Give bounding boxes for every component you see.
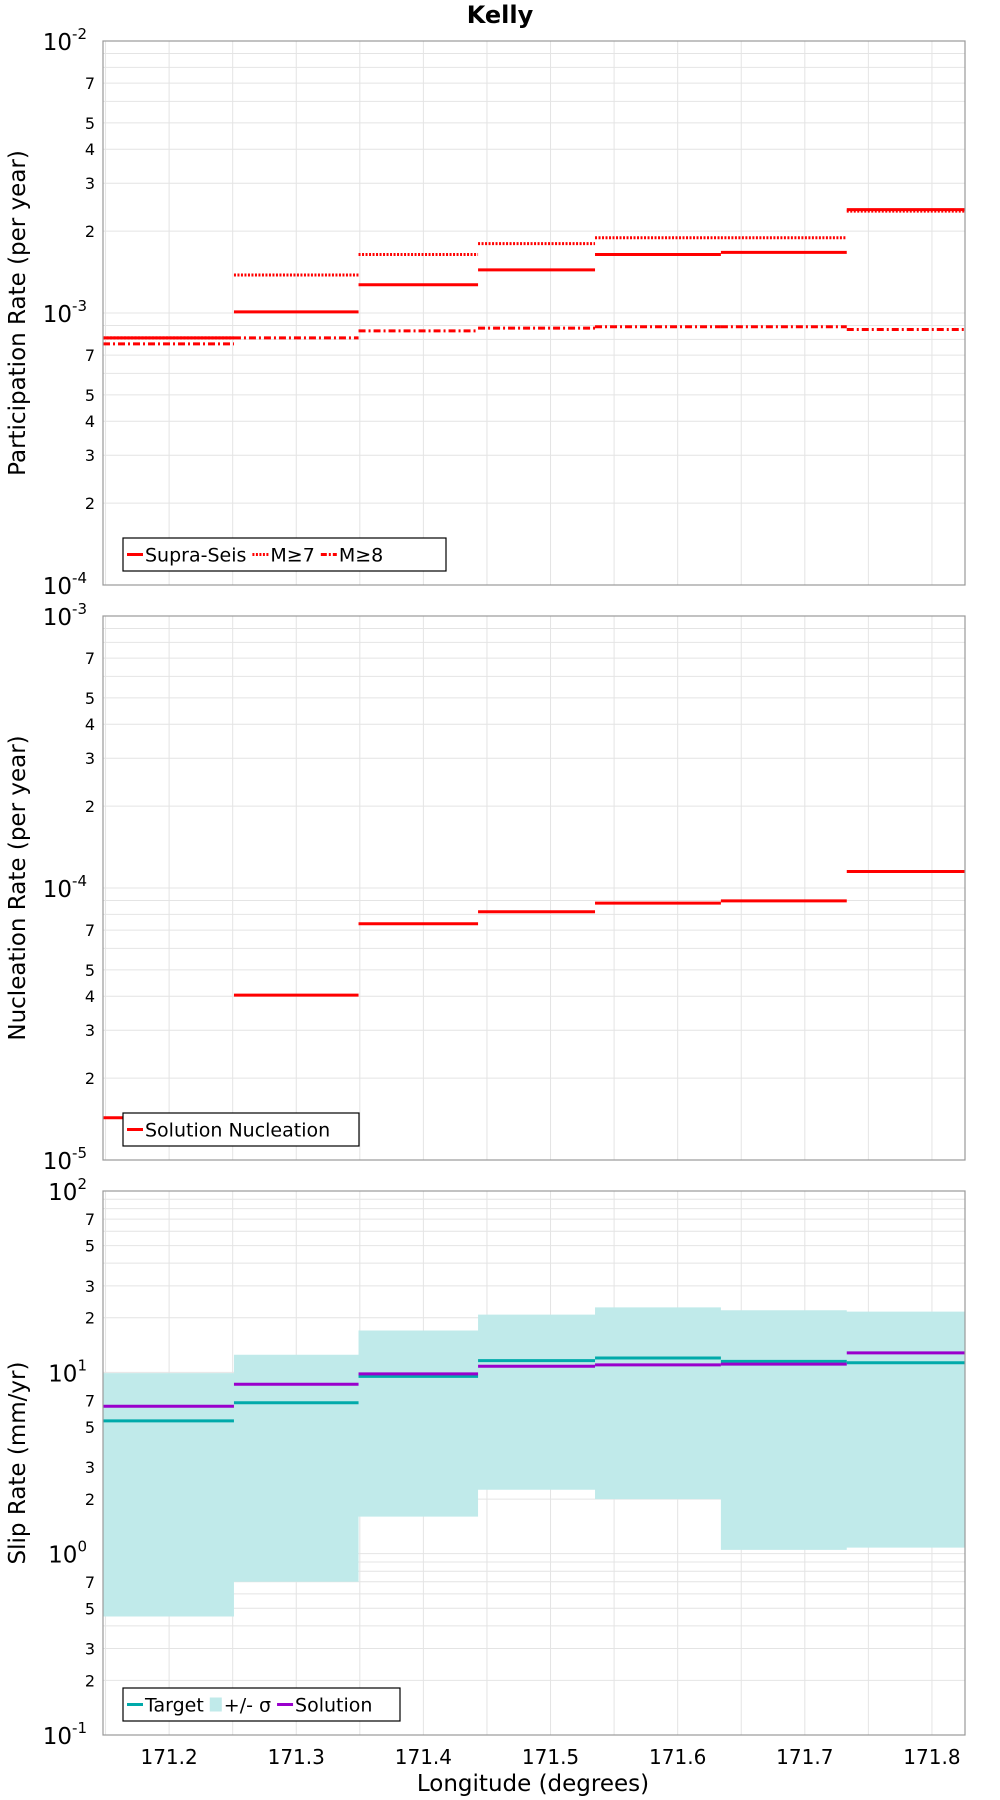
y-minor-tick-label: 5 <box>85 961 95 980</box>
y-minor-tick-label: 7 <box>85 1391 95 1410</box>
y-minor-tick-label: 5 <box>85 1599 95 1618</box>
y-minor-tick-label: 3 <box>85 1458 95 1477</box>
panel-1: 10-2 10-3 10-4 7 5 4 3 2 7 5 4 3 2 Participation Rate… <box>5 25 966 600</box>
panel-2: 10-3 10-4 10-5 7 5 4 3 2 7 5 4 3 2 Nucleation Rate (p… <box>5 600 966 1175</box>
y-minor-tick-label: 3 <box>85 1639 95 1658</box>
y-minor-tick-label: 3 <box>85 749 95 768</box>
legend-label: M≥8 <box>339 545 383 567</box>
y-major-tick-label: 10-2 <box>43 25 87 56</box>
legend-label: Target <box>144 1695 204 1717</box>
legend-box <box>122 1687 401 1722</box>
legend: Supra-Seis M≥7 M≥8 <box>122 537 447 572</box>
series-group <box>103 208 965 346</box>
legend-label: M≥7 <box>270 545 314 567</box>
plot-frame <box>102 40 966 586</box>
y-minor-tick-label: 3 <box>85 1277 95 1296</box>
y-minor-tick-label: 4 <box>85 715 95 734</box>
plot-frame <box>102 1190 966 1736</box>
y-minor-tick-label: 7 <box>85 1573 95 1592</box>
x-tick-label: 171.6 <box>649 1745 706 1769</box>
y-minor-tick-label: 3 <box>85 174 95 193</box>
y-axis-label: Slip Rate (mm/yr) <box>5 1362 31 1565</box>
grid-lines <box>103 616 965 1161</box>
legend-label: Supra-Seis <box>145 545 246 567</box>
y-minor-tick-label: 5 <box>85 689 95 708</box>
y-major-tick-label: 10-3 <box>43 297 87 328</box>
y-minor-tick-label: 7 <box>85 1210 95 1229</box>
y-minor-tick-label: 7 <box>85 346 95 365</box>
chart-title: Kelly <box>467 1 534 29</box>
y-minor-tick-label: 2 <box>85 1309 95 1328</box>
x-tick-labels: 171.2 171.3 171.4 171.5 171.6 171.7 171.8 <box>140 1745 960 1769</box>
y-major-tick-label: 10-3 <box>43 600 87 631</box>
y-minor-tick-label: 2 <box>85 1490 95 1509</box>
legend-label: +/- σ <box>224 1695 271 1717</box>
x-tick-label: 171.7 <box>776 1745 833 1769</box>
y-minor-tick-label: 2 <box>85 1671 95 1690</box>
y-minor-tick-label: 3 <box>85 1021 95 1040</box>
x-tick-label: 171.5 <box>522 1745 579 1769</box>
y-minor-tick-label: 4 <box>85 140 95 159</box>
y-axis-label: Participation Rate (per year) <box>5 150 31 476</box>
legend-label: Solution Nucleation <box>145 1120 330 1142</box>
y-minor-tick-label: 2 <box>85 797 95 816</box>
legend-box <box>122 537 447 572</box>
y-minor-tick-label: 7 <box>85 649 95 668</box>
y-minor-tick-label: 4 <box>85 412 95 431</box>
y-major-tick-label: 101 <box>48 1356 87 1387</box>
y-minor-tick-label: 5 <box>85 1237 95 1256</box>
y-minor-tick-label: 5 <box>85 386 95 405</box>
x-tick-label: 171.3 <box>268 1745 325 1769</box>
y-major-tick-label: 10-4 <box>43 872 87 903</box>
x-tick-label: 171.2 <box>140 1745 197 1769</box>
legend-swatch <box>209 1697 222 1712</box>
legend: Solution Nucleation <box>122 1112 360 1147</box>
y-minor-tick-label: 2 <box>85 222 95 241</box>
x-tick-label: 171.8 <box>903 1745 960 1769</box>
y-major-tick-label: 10-4 <box>43 569 87 600</box>
x-tick-label: 171.4 <box>395 1745 452 1769</box>
y-tick-labels: 10-2 10-3 10-4 7 5 4 3 2 7 5 4 3 2 <box>43 25 95 600</box>
series-group <box>103 869 965 1120</box>
y-minor-tick-label: 7 <box>85 921 95 940</box>
y-minor-tick-label: 5 <box>85 114 95 133</box>
legend-label: Solution <box>295 1695 372 1717</box>
legend-box <box>122 1112 360 1147</box>
legend: Target +/- σ Solution <box>122 1687 401 1722</box>
panel-3: 102 101 100 10-1 7 5 3 2 7 5 3 2 7 5 3 2 Slip Rate (mm/y… <box>5 1175 966 1750</box>
y-minor-tick-label: 2 <box>85 1069 95 1088</box>
y-major-tick-label: 10-1 <box>43 1719 87 1750</box>
y-minor-tick-label: 4 <box>85 987 95 1006</box>
x-axis-label: Longitude (degrees) <box>417 1771 649 1797</box>
y-tick-labels: 10-3 10-4 10-5 7 5 4 3 2 7 5 4 3 2 <box>43 600 95 1175</box>
y-tick-labels: 102 101 100 10-1 7 5 3 2 7 5 3 2 7 5 3 2 <box>43 1175 95 1750</box>
y-minor-tick-label: 5 <box>85 1418 95 1437</box>
plot-frame <box>102 615 966 1161</box>
grid-lines <box>103 41 965 586</box>
y-major-tick-label: 102 <box>48 1175 87 1206</box>
y-major-tick-label: 100 <box>48 1538 87 1569</box>
series-group <box>103 1307 965 1617</box>
y-axis-label: Nucleation Rate (per year) <box>5 735 31 1040</box>
y-minor-tick-label: 3 <box>85 446 95 465</box>
grid-lines <box>103 1191 965 1736</box>
y-minor-tick-label: 7 <box>85 74 95 93</box>
y-major-tick-label: 10-5 <box>43 1144 87 1175</box>
y-minor-tick-label: 2 <box>85 494 95 513</box>
